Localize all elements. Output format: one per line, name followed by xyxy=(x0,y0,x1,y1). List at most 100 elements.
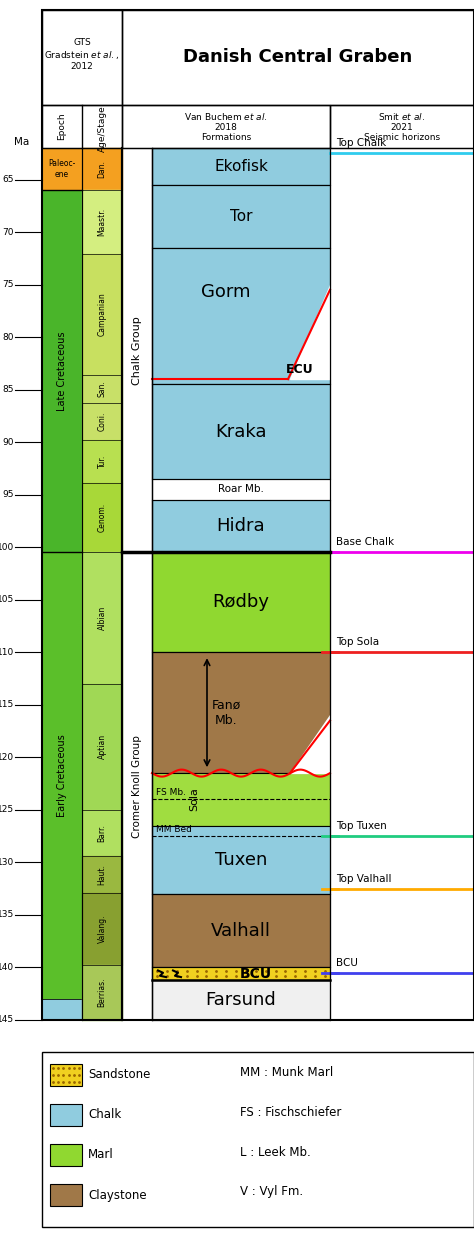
Bar xyxy=(42,105,122,148)
Text: Top Sola: Top Sola xyxy=(336,637,379,647)
Bar xyxy=(152,552,330,653)
Text: FS Mb.: FS Mb. xyxy=(156,789,186,797)
Text: Top Valhall: Top Valhall xyxy=(336,873,392,883)
Text: Epoch: Epoch xyxy=(57,112,66,141)
Text: San.: San. xyxy=(98,381,107,397)
Text: Age/Stage: Age/Stage xyxy=(98,105,107,152)
Bar xyxy=(42,191,82,552)
Bar xyxy=(50,1104,82,1126)
Text: Coni.: Coni. xyxy=(98,412,107,431)
Text: Top Chalk: Top Chalk xyxy=(336,138,386,148)
Text: 65: 65 xyxy=(2,174,14,184)
Bar xyxy=(152,500,330,552)
Text: Roar Mb.: Roar Mb. xyxy=(218,483,264,493)
Bar xyxy=(42,10,122,105)
Text: Kraka: Kraka xyxy=(215,422,267,441)
Text: Late Cretaceous: Late Cretaceous xyxy=(57,331,67,411)
Text: Sandstone: Sandstone xyxy=(88,1069,150,1082)
Text: MM : Munk Marl: MM : Munk Marl xyxy=(240,1065,333,1079)
Text: 130: 130 xyxy=(0,858,14,867)
Bar xyxy=(330,105,474,148)
Text: ECU: ECU xyxy=(286,363,314,376)
Bar xyxy=(50,1064,82,1087)
Bar xyxy=(82,893,122,966)
Bar xyxy=(82,404,122,440)
Text: Rødby: Rødby xyxy=(212,593,270,612)
Bar xyxy=(50,1184,82,1206)
Bar xyxy=(42,999,82,1020)
Text: L : Leek Mb.: L : Leek Mb. xyxy=(240,1145,311,1159)
Text: Smit $et~al.$
2021
Seismic horizons: Smit $et~al.$ 2021 Seismic horizons xyxy=(364,111,440,142)
Bar xyxy=(50,1144,82,1166)
Text: Cenom.: Cenom. xyxy=(98,503,107,532)
Text: Chalk Group: Chalk Group xyxy=(132,316,142,385)
Bar xyxy=(82,856,122,893)
Text: 70: 70 xyxy=(2,228,14,237)
Text: Chalk: Chalk xyxy=(88,1109,121,1121)
Bar xyxy=(152,773,330,826)
Text: FS : Fischschiefer: FS : Fischschiefer xyxy=(240,1105,341,1119)
Text: Ma: Ma xyxy=(14,137,29,147)
Bar xyxy=(42,1052,474,1227)
Polygon shape xyxy=(290,715,330,773)
Text: 125: 125 xyxy=(0,805,14,815)
Text: Tur.: Tur. xyxy=(98,455,107,468)
Bar xyxy=(152,653,330,773)
Text: Aptian: Aptian xyxy=(98,734,107,759)
Text: Berrias.: Berrias. xyxy=(98,978,107,1008)
Text: Base Chalk: Base Chalk xyxy=(336,537,394,547)
Text: 90: 90 xyxy=(2,437,14,446)
Text: Danish Central Graben: Danish Central Graben xyxy=(183,49,413,66)
Text: 110: 110 xyxy=(0,648,14,657)
Text: Claystone: Claystone xyxy=(88,1189,146,1201)
Text: Marl: Marl xyxy=(88,1149,114,1161)
Text: 75: 75 xyxy=(2,280,14,289)
Text: V : Vyl Fm.: V : Vyl Fm. xyxy=(240,1185,303,1199)
Bar xyxy=(122,105,330,148)
Text: 85: 85 xyxy=(2,385,14,394)
Text: 100: 100 xyxy=(0,543,14,552)
Text: Maastr.: Maastr. xyxy=(98,208,107,237)
Text: 105: 105 xyxy=(0,596,14,604)
Text: 135: 135 xyxy=(0,911,14,920)
Bar xyxy=(152,893,330,967)
Text: MM Bed: MM Bed xyxy=(156,825,192,834)
Bar xyxy=(82,148,122,191)
Text: 95: 95 xyxy=(2,490,14,500)
Text: Campanian: Campanian xyxy=(98,293,107,336)
Bar xyxy=(152,967,330,981)
Bar xyxy=(152,384,330,478)
Bar xyxy=(42,552,82,999)
Text: 80: 80 xyxy=(2,333,14,341)
Text: 140: 140 xyxy=(0,963,14,972)
Text: BCU: BCU xyxy=(336,958,358,968)
Bar xyxy=(82,966,122,1020)
Text: 120: 120 xyxy=(0,753,14,761)
Text: Ekofisk: Ekofisk xyxy=(214,159,268,174)
Bar xyxy=(82,191,122,254)
Text: Dan.: Dan. xyxy=(98,159,107,178)
Text: Paleoc-
ene: Paleoc- ene xyxy=(48,159,76,178)
Text: Early Cretaceous: Early Cretaceous xyxy=(57,734,67,817)
Bar xyxy=(82,810,122,856)
Text: Hidra: Hidra xyxy=(217,517,265,536)
Text: Valang.: Valang. xyxy=(98,915,107,943)
Text: 145: 145 xyxy=(0,1015,14,1024)
Bar xyxy=(82,440,122,483)
Bar xyxy=(152,148,330,184)
Bar xyxy=(152,981,330,1020)
Text: Albian: Albian xyxy=(98,606,107,630)
Bar xyxy=(122,10,474,105)
Bar xyxy=(152,826,330,893)
Text: Tor: Tor xyxy=(230,209,252,224)
Text: Tuxen: Tuxen xyxy=(215,851,267,868)
Bar xyxy=(152,184,330,248)
Text: Cromer Knoll Group: Cromer Knoll Group xyxy=(132,735,142,837)
Text: Fanø
Mb.: Fanø Mb. xyxy=(211,699,241,726)
Text: Valhall: Valhall xyxy=(211,922,271,939)
Text: Van Buchem $et~al.$
2018
Formations: Van Buchem $et~al.$ 2018 Formations xyxy=(184,111,268,142)
Text: Top Tuxen: Top Tuxen xyxy=(336,821,387,831)
Text: Sola: Sola xyxy=(189,787,199,811)
Text: BCU: BCU xyxy=(240,967,272,981)
Text: GTS
Gradstein $et~al.$,
2012: GTS Gradstein $et~al.$, 2012 xyxy=(45,37,119,71)
